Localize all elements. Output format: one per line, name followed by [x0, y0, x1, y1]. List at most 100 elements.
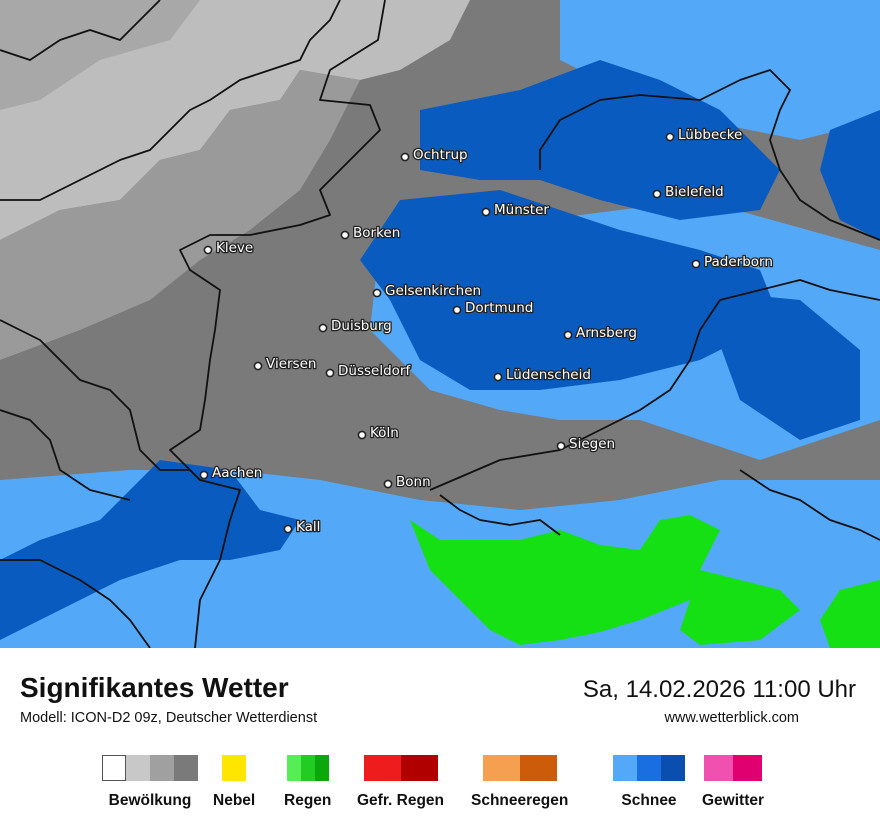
city-marker-kall: Kall	[283, 518, 322, 536]
legend-swatches	[222, 755, 247, 781]
website-link[interactable]: www.wetterblick.com	[664, 710, 799, 726]
city-label: Düsseldorf	[338, 363, 411, 379]
city-marker-arnsberg: Arnsberg	[563, 324, 638, 342]
legend-swatch	[613, 755, 637, 781]
city-marker-kleve: Kleve	[203, 239, 255, 257]
legend-swatch	[519, 755, 557, 781]
city-label: Paderborn	[704, 254, 773, 270]
legend-label: Regen	[284, 792, 332, 809]
city-label: Duisburg	[331, 318, 392, 334]
city-label: Kleve	[216, 240, 253, 256]
cloud-cover-light	[0, 0, 470, 240]
city-marker-gelsenkirchen: Gelsenkirchen	[372, 282, 482, 300]
city-dot	[203, 245, 213, 255]
legend-swatch	[150, 755, 174, 781]
city-dot	[199, 470, 209, 480]
city-label: Bielefeld	[665, 184, 724, 200]
legend-swatches	[704, 755, 762, 781]
legend-swatch	[102, 755, 126, 781]
legend-swatch	[126, 755, 150, 781]
city-marker-siegen: Siegen	[556, 435, 616, 453]
legend-swatch	[400, 755, 438, 781]
city-label: Dortmund	[465, 300, 533, 316]
city-dot	[253, 361, 263, 371]
weather-map: Lübbecke Ochtrup Bielefeld Münster Borke…	[0, 0, 880, 649]
legend-label: Nebel	[213, 792, 256, 809]
legend-cloud-cover: Bewölkung	[102, 755, 198, 810]
legend-label: Gewitter	[702, 792, 765, 809]
legend-label: Schneeregen	[471, 792, 569, 809]
city-dot	[372, 288, 382, 298]
city-marker-luedenscheid: Lüdenscheid	[493, 366, 592, 384]
city-marker-aachen: Aachen	[199, 464, 264, 482]
cloud-cover-mid	[0, 70, 360, 360]
city-marker-duesseldorf: Düsseldorf	[325, 362, 413, 380]
city-marker-bonn: Bonn	[383, 473, 432, 491]
city-label: Kall	[296, 519, 320, 535]
city-dot	[357, 430, 367, 440]
city-dot	[493, 372, 503, 382]
legend-thunderstorm: Gewitter	[702, 755, 764, 810]
city-dot	[691, 259, 701, 269]
legend-swatches	[613, 755, 685, 781]
legend-swatch	[637, 755, 661, 781]
legend-label: Gefr. Regen	[357, 792, 444, 809]
city-label: Gelsenkirchen	[385, 283, 481, 299]
model-source: Modell: ICON-D2 09z, Deutscher Wetterdie…	[20, 710, 318, 726]
legend-label: Schnee	[621, 792, 677, 809]
legend-swatches	[102, 755, 198, 781]
legend-swatch	[286, 755, 301, 781]
legend-snow: Schnee	[613, 755, 685, 810]
city-label: Köln	[370, 425, 399, 441]
city-markers: Lübbecke Ochtrup Bielefeld Münster Borke…	[199, 126, 774, 536]
forecast-datetime: Sa, 14.02.2026 11:00 Uhr	[582, 676, 856, 703]
legend-swatch	[222, 755, 247, 781]
legend-swatch	[363, 755, 401, 781]
city-label: Münster	[494, 202, 549, 218]
city-marker-borken: Borken	[340, 224, 402, 242]
city-dot	[283, 524, 293, 534]
city-label: Aachen	[212, 465, 262, 481]
city-dot	[665, 132, 675, 142]
legend-sleet: Schneeregen	[471, 755, 568, 810]
city-marker-viersen: Viersen	[253, 355, 318, 373]
legend-swatches	[363, 755, 438, 781]
rain-areas	[410, 515, 880, 648]
city-dot	[318, 323, 328, 333]
city-label: Bonn	[396, 474, 431, 490]
legend-fog: Nebel	[213, 755, 255, 810]
city-marker-dortmund: Dortmund	[452, 299, 535, 317]
city-dot	[383, 479, 393, 489]
legend-swatch	[733, 755, 762, 781]
city-label: Arnsberg	[576, 325, 637, 341]
city-dot	[400, 152, 410, 162]
city-marker-bielefeld: Bielefeld	[652, 183, 725, 201]
legend-swatch	[704, 755, 733, 781]
city-marker-luebbecke: Lübbecke	[665, 126, 744, 144]
legend-swatches	[286, 755, 329, 781]
city-dot	[563, 330, 573, 340]
city-label: Borken	[353, 225, 400, 241]
legend-swatch	[300, 755, 315, 781]
city-label: Lübbecke	[678, 127, 742, 143]
city-label: Lüdenscheid	[506, 367, 591, 383]
legend-rain: Regen	[284, 755, 331, 810]
page-title: Signifikantes Wetter	[20, 672, 289, 703]
city-marker-paderborn: Paderborn	[691, 253, 774, 271]
legend-swatch	[661, 755, 685, 781]
legend-swatches	[482, 755, 557, 781]
city-marker-duisburg: Duisburg	[318, 317, 393, 335]
city-marker-ochtrup: Ochtrup	[400, 146, 469, 164]
legend-swatch	[482, 755, 520, 781]
city-label: Viersen	[266, 356, 316, 372]
legend-swatch	[174, 755, 198, 781]
city-label: Ochtrup	[413, 147, 468, 163]
map-footer: Signifikantes Wetter Modell: ICON-D2 09z…	[0, 648, 880, 830]
city-dot	[652, 189, 662, 199]
city-dot	[481, 207, 491, 217]
city-dot	[340, 230, 350, 240]
city-dot	[325, 368, 335, 378]
legend-freezing-rain: Gefr. Regen	[357, 755, 444, 810]
legend-label: Bewölkung	[108, 792, 192, 809]
cloud-cover-mid-2	[0, 0, 200, 110]
